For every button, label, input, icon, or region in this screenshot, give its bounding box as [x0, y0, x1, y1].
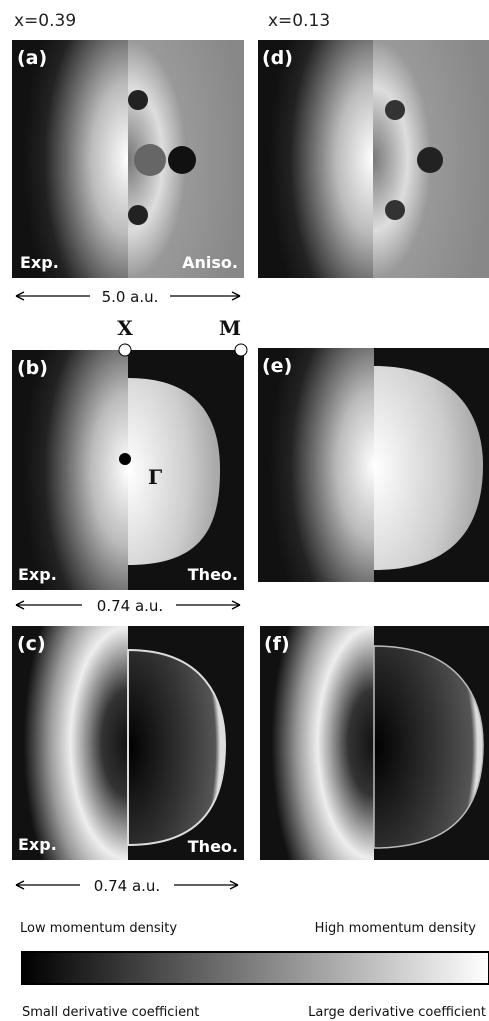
colorbar: [22, 952, 489, 984]
point-label: M: [219, 316, 241, 340]
sub-label: Aniso.: [182, 253, 238, 272]
sub-label: Theo.: [188, 837, 238, 856]
panel-label: (f): [264, 633, 290, 655]
point-label: Γ: [148, 465, 162, 489]
panel-label: (e): [262, 355, 292, 377]
sub-label: Exp.: [18, 835, 57, 854]
panel: (a) Exp. Aniso.: [12, 40, 244, 278]
panel: (d): [258, 40, 489, 278]
scale-label: 0.74 a.u.: [94, 877, 160, 895]
panel-label: (d): [262, 47, 293, 69]
column-label: x=0.13: [268, 11, 330, 31]
panel-label: (c): [17, 633, 46, 655]
point-label: X: [117, 316, 133, 340]
column-label: x=0.39: [14, 11, 76, 31]
sub-label: Exp.: [18, 565, 57, 584]
scale-label: 5.0 a.u.: [102, 288, 159, 306]
scale-label: 0.74 a.u.: [97, 597, 163, 615]
colorbar-label: Small derivative coefficient: [22, 1005, 199, 1020]
colorbar-label: Large derivative coefficient: [308, 1005, 486, 1020]
panel: (c) Exp. Theo.: [12, 626, 244, 860]
sub-label: Theo.: [188, 565, 238, 584]
panel: (b) Exp. Theo.: [12, 344, 247, 590]
panel-label: (b): [17, 357, 48, 379]
colorbar-label: High momentum density: [315, 921, 477, 936]
panel: (e): [258, 348, 489, 582]
panel-label: (a): [17, 47, 47, 69]
sub-label: Exp.: [20, 253, 59, 272]
colorbar-label: Low momentum density: [20, 921, 177, 936]
panel: (f): [260, 626, 489, 860]
figure: x=0.39 x=0.13 (a) Exp. Aniso. (d) 5.0 a.…: [0, 0, 489, 1021]
